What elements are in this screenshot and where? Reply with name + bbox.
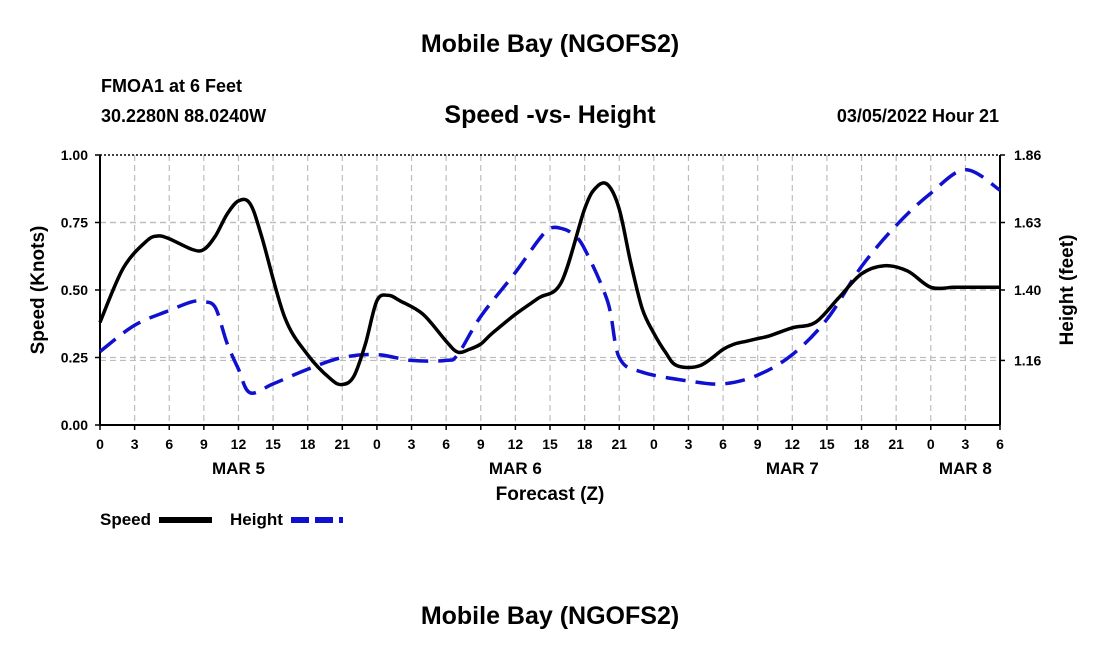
x-tick-label: 21 (611, 436, 627, 452)
x-tick-label: 6 (719, 436, 727, 452)
y-tick-label: 0.75 (61, 215, 88, 231)
y-tick-label: 0.50 (61, 282, 88, 298)
x-tick-label: 3 (408, 436, 416, 452)
y-tick-label: 0.25 (61, 350, 88, 366)
x-tick-label: 15 (819, 436, 835, 452)
x-tick-label: 9 (200, 436, 208, 452)
x-tick-label: 3 (685, 436, 693, 452)
x-tick-label: 15 (542, 436, 558, 452)
series-height-line (98, 167, 1001, 395)
bottom-title: Mobile Bay (NGOFS2) (420, 602, 680, 630)
y2-tick-label: 1.16 (1014, 352, 1041, 368)
station-label: FMOA1 at 6 Feet (101, 76, 243, 96)
x-tick-label: 12 (231, 436, 247, 452)
y2-axis-title: Height (feet) (1057, 235, 1078, 346)
x-tick-label: 21 (335, 436, 351, 452)
forecast-datetime: 03/05/2022 Hour 21 (836, 106, 999, 126)
x-tick-label: 6 (442, 436, 450, 452)
y-tick-label: 0.00 (61, 417, 88, 433)
x-tick-label: 21 (888, 436, 904, 452)
x-tick-label: 0 (96, 436, 104, 452)
x-tick-label: 12 (508, 436, 524, 452)
x-tick-label: 3 (961, 436, 969, 452)
date-label: MAR 5 (212, 459, 265, 478)
x-tick-label: 18 (854, 436, 870, 452)
y2-tick-label: 1.63 (1014, 215, 1041, 231)
x-axis-title: Forecast (Z) (496, 484, 605, 505)
y-axis-title: Speed (Knots) (28, 226, 49, 355)
x-tick-label: 0 (927, 436, 935, 452)
x-tick-label: 3 (131, 436, 139, 452)
station-coordinates: 30.2280N 88.0240W (101, 106, 267, 126)
x-tick-label: 18 (577, 436, 593, 452)
y2-tick-label: 1.40 (1014, 282, 1041, 298)
x-tick-label: 0 (650, 436, 658, 452)
date-label: MAR 7 (766, 459, 819, 478)
legend-speed-label: Speed (100, 510, 151, 529)
chart-subtitle: Speed -vs- Height (444, 101, 656, 129)
x-tick-label: 0 (373, 436, 381, 452)
x-tick-label: 9 (477, 436, 485, 452)
series-speed-line (98, 181, 1000, 387)
y-tick-label: 1.00 (61, 147, 88, 163)
x-tick-label: 6 (996, 436, 1004, 452)
x-tick-label: 12 (785, 436, 801, 452)
x-tick-label: 6 (165, 436, 173, 452)
x-tick-label: 9 (754, 436, 762, 452)
x-tick-label: 18 (300, 436, 316, 452)
x-tick-label: 15 (265, 436, 281, 452)
date-label: MAR 8 (939, 459, 992, 478)
date-label: MAR 6 (489, 459, 542, 478)
legend-height-label: Height (230, 510, 283, 529)
y2-tick-label: 1.86 (1014, 147, 1041, 163)
chart-title: Mobile Bay (NGOFS2) (420, 30, 680, 58)
